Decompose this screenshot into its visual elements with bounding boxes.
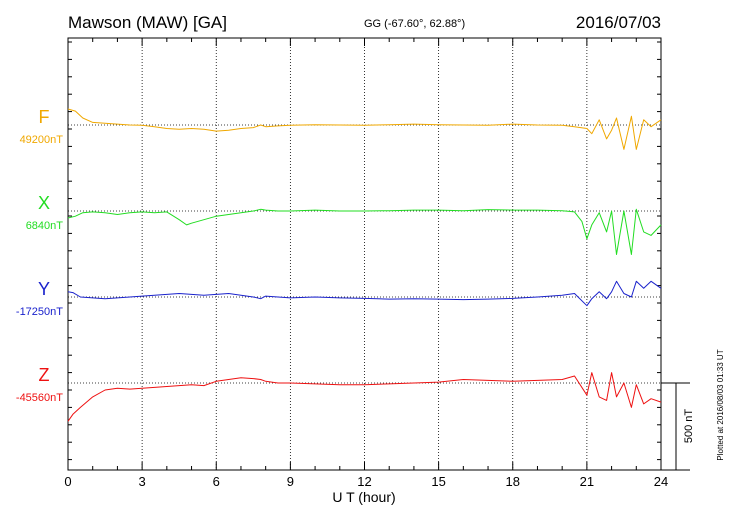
plotted-note: Plotted at 2016/08/03 01:33 UT	[716, 349, 725, 460]
x-tick-label: 9	[287, 474, 294, 489]
series-lines	[67, 108, 662, 422]
x-tick-label: 12	[357, 474, 371, 489]
x-tick-label: 3	[139, 474, 146, 489]
grid-lines	[68, 38, 661, 470]
station-title: Mawson (MAW) [GA]	[68, 13, 227, 32]
series-line-y	[67, 280, 662, 307]
x-tick-label: 24	[654, 474, 668, 489]
x-tick-labels: 0 3 6 9 12 15 18 21 24	[64, 474, 668, 489]
x-tick-label: 6	[213, 474, 220, 489]
scale-bar	[661, 382, 690, 471]
series-baseline-f: 49200nT	[20, 134, 64, 146]
series-name-x: X	[38, 193, 50, 213]
x-axis-label: U T (hour)	[332, 489, 395, 505]
axis-ticks	[67, 38, 662, 470]
series-name-y: Y	[38, 279, 50, 299]
x-tick-label: 15	[431, 474, 445, 489]
scale-bar-label: 500 nT	[683, 409, 695, 444]
series-baseline-x: 6840nT	[26, 220, 64, 232]
series-name-f: F	[39, 107, 50, 127]
series-baseline-y: -17250nT	[16, 306, 63, 318]
series-labels: F 49200nT X 6840nT Y -17250nT Z -45560nT	[16, 107, 63, 404]
x-tick-label: 21	[580, 474, 594, 489]
series-baseline-z: -45560nT	[16, 392, 63, 404]
date-label: 2016/07/03	[576, 13, 661, 32]
series-name-z: Z	[39, 365, 50, 385]
x-tick-label: 0	[64, 474, 71, 489]
coordinates-label: GG (-67.60°, 62.88°)	[364, 18, 465, 30]
series-line-f	[67, 108, 662, 150]
series-line-x	[67, 208, 662, 255]
x-tick-label: 18	[506, 474, 520, 489]
series-line-z	[67, 372, 662, 422]
